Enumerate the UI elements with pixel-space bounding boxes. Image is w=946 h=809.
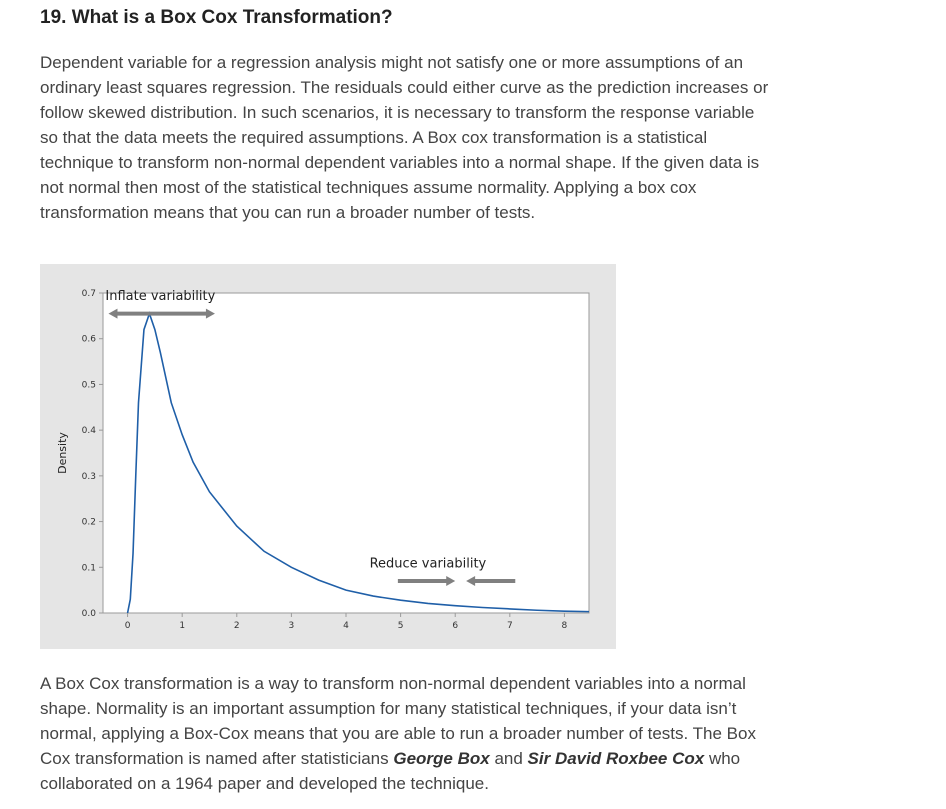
- density-curve: [126, 311, 590, 614]
- plot-area: [102, 292, 590, 614]
- x-tick-label: 0: [125, 621, 131, 631]
- arrow-head: [108, 308, 118, 319]
- x-tick-label: 4: [343, 621, 349, 631]
- y-tick-label: 0.7: [82, 289, 96, 299]
- y-tick-label: 0.5: [82, 380, 96, 390]
- y-axis: 0.0 0.1 0.2 0.3 0.4 0.5 0.6 0.7: [82, 289, 103, 619]
- y-tick-label: 0.2: [82, 518, 96, 528]
- x-tick-label: 1: [179, 621, 185, 631]
- arrow-head: [205, 308, 215, 319]
- y-tick-label: 0.1: [82, 563, 96, 573]
- x-tick-label: 6: [452, 621, 458, 631]
- x-tick-label: 5: [398, 621, 404, 631]
- outro-text-middle: and: [489, 749, 528, 768]
- name-george-box: George Box: [393, 749, 490, 768]
- y-tick-label: 0.4: [82, 426, 97, 436]
- annotation-label: Reduce variability: [370, 556, 487, 571]
- annotation-label: Inflate variability: [105, 289, 215, 304]
- x-tick-label: 7: [507, 621, 513, 631]
- y-axis-title: Density: [56, 432, 69, 474]
- y-tick-label: 0.6: [82, 335, 97, 345]
- arrow-head: [466, 576, 476, 586]
- outro-text-before: A Box Cox transformation is a way to tra…: [40, 674, 756, 768]
- x-tick-label: 2: [234, 621, 240, 631]
- x-tick-label: 3: [289, 621, 295, 631]
- outro-paragraph: A Box Cox transformation is a way to tra…: [40, 671, 770, 796]
- y-tick-label: 0.3: [82, 472, 96, 482]
- arrow-head: [446, 576, 456, 586]
- y-tick-label: 0.0: [82, 609, 97, 619]
- density-chart-svg: Density 0.0 0.1 0.2 0.3 0.4 0.5 0.6 0.7 0 1 2 3 4 5 6…: [56, 289, 590, 631]
- outro-text-after: who collaborated on a 1964 paper and dev…: [40, 749, 741, 793]
- density-chart: Density 0.0 0.1 0.2 0.3 0.4 0.5 0.6 0.7 0 1 2 3 4 5 6…: [40, 264, 616, 649]
- section-heading: 19. What is a Box Cox Transformation?: [40, 7, 393, 28]
- name-david-cox: Sir David Roxbee Cox: [527, 749, 705, 768]
- x-axis: 0 1 2 3 4 5 6 7 8: [125, 613, 568, 631]
- annotations: Inflate variability Reduce variability: [105, 289, 486, 571]
- intro-paragraph: Dependent variable for a regression anal…: [40, 53, 769, 222]
- arrows: [108, 308, 516, 586]
- x-tick-label: 8: [562, 621, 568, 631]
